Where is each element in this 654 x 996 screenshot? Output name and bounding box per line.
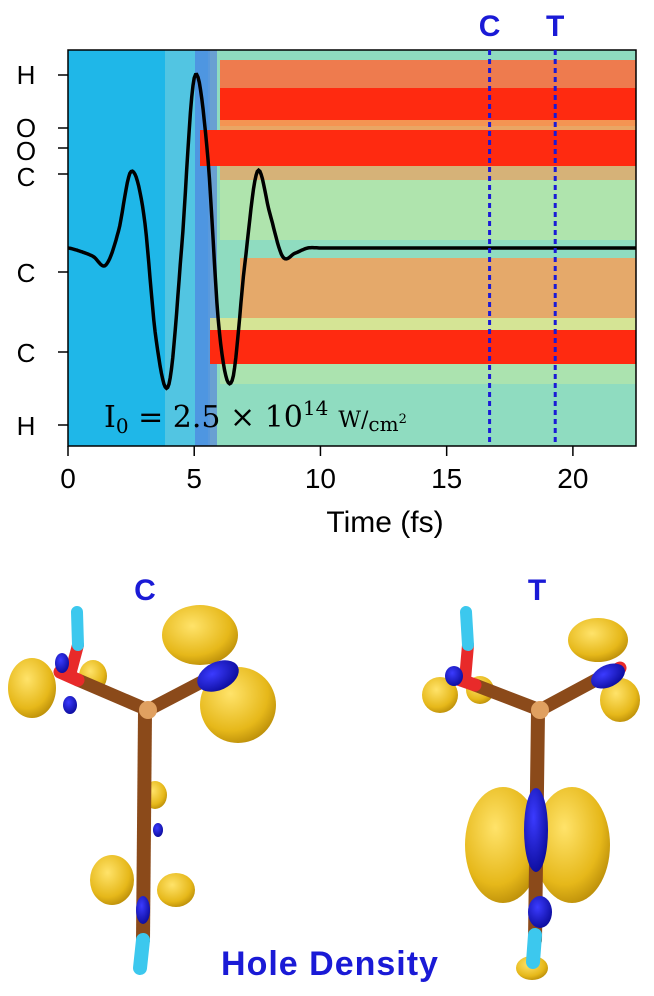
density-lobe-negative [153, 823, 163, 837]
formula-sub: 0 [116, 414, 129, 438]
hole-density-caption: Hole Density [221, 945, 439, 983]
formula-unit-den-sup: 2 [399, 412, 407, 427]
density-lobe-negative [528, 896, 552, 928]
density-lobe [568, 618, 628, 662]
atom-junction [139, 701, 157, 719]
x-tick-label: 20 [557, 463, 588, 494]
y-tick-label-c3: C [17, 338, 36, 368]
y-tick-label-h-bottom: H [17, 411, 36, 441]
formula-sup: 14 [303, 396, 328, 420]
density-lobe-negative [524, 788, 548, 872]
formula-unit-den: cm [368, 412, 398, 436]
density-lobe [534, 787, 610, 903]
heatmap-band-h-top [220, 60, 636, 88]
heatmap-band-c2 [240, 258, 636, 318]
formula-mid: = 2.5 × 10 [129, 400, 303, 435]
heatmap-band-o1 [220, 88, 636, 126]
density-lobe [162, 605, 238, 665]
heatmap-band-o2 [200, 130, 636, 166]
atom-junction [531, 701, 549, 719]
laser-pulse-line [68, 72, 636, 391]
heatmap-band-lower [220, 364, 636, 384]
heatmap-band-mid [220, 180, 636, 240]
density-lobe-negative [136, 896, 150, 924]
x-tick-label: 15 [431, 463, 462, 494]
heatmap-band-c1-edge [220, 166, 636, 180]
bond-hydrogen [526, 928, 542, 969]
density-lobe [422, 677, 458, 713]
density-lobe [465, 787, 541, 903]
y-tick-label-c1: C [17, 162, 36, 192]
intensity-annotation: I0 = 2.5 × 1014 W/cm2 [104, 396, 407, 438]
density-lobe [90, 855, 134, 905]
density-lobe [600, 678, 640, 722]
heatmap-band-c3-edge [210, 318, 636, 332]
panel-label-c: C [134, 574, 156, 607]
bond-hydrogen [460, 606, 474, 651]
y-axis: H O O C C C H [16, 60, 68, 441]
density-lobe-negative [445, 666, 463, 686]
heatmap-band-h-bottom [220, 396, 636, 446]
x-axis: 0 5 10 15 20 [60, 446, 588, 494]
formula-slash: / [361, 408, 369, 433]
density-lobe [8, 658, 56, 718]
bond [71, 673, 155, 717]
bond-hydrogen [71, 606, 84, 651]
molecule-t [422, 606, 640, 980]
bond-hydrogen [133, 933, 150, 975]
density-lobe-negative [197, 660, 239, 692]
panel-label-t: T [528, 574, 546, 607]
bond [468, 678, 547, 717]
x-tick-label: 10 [305, 463, 336, 494]
heatmap-band-o-gap [220, 120, 636, 132]
marker-label-t: T [546, 10, 564, 43]
formula-i: I [104, 400, 116, 435]
x-axis-label: Time (fs) [326, 506, 443, 539]
heatmap-band-c3 [210, 330, 636, 364]
formula-unit-num: W [338, 408, 361, 433]
molecule-c [8, 605, 276, 975]
density-lobe-negative [591, 663, 625, 689]
y-tick-label-c2: C [17, 258, 36, 288]
marker-label-c: C [479, 10, 501, 43]
intensity-formula: I0 = 2.5 × 1014 W/cm2 [104, 396, 407, 438]
y-tick-label-o1: O [16, 113, 36, 143]
y-tick-label-h-top: H [17, 60, 36, 90]
density-lobe [157, 873, 195, 907]
density-lobe-negative [55, 653, 69, 673]
y-tick-label-o2: O [16, 136, 36, 166]
density-lobe-negative [63, 696, 77, 714]
x-tick-label: 5 [186, 463, 202, 494]
x-tick-label: 0 [60, 463, 76, 494]
